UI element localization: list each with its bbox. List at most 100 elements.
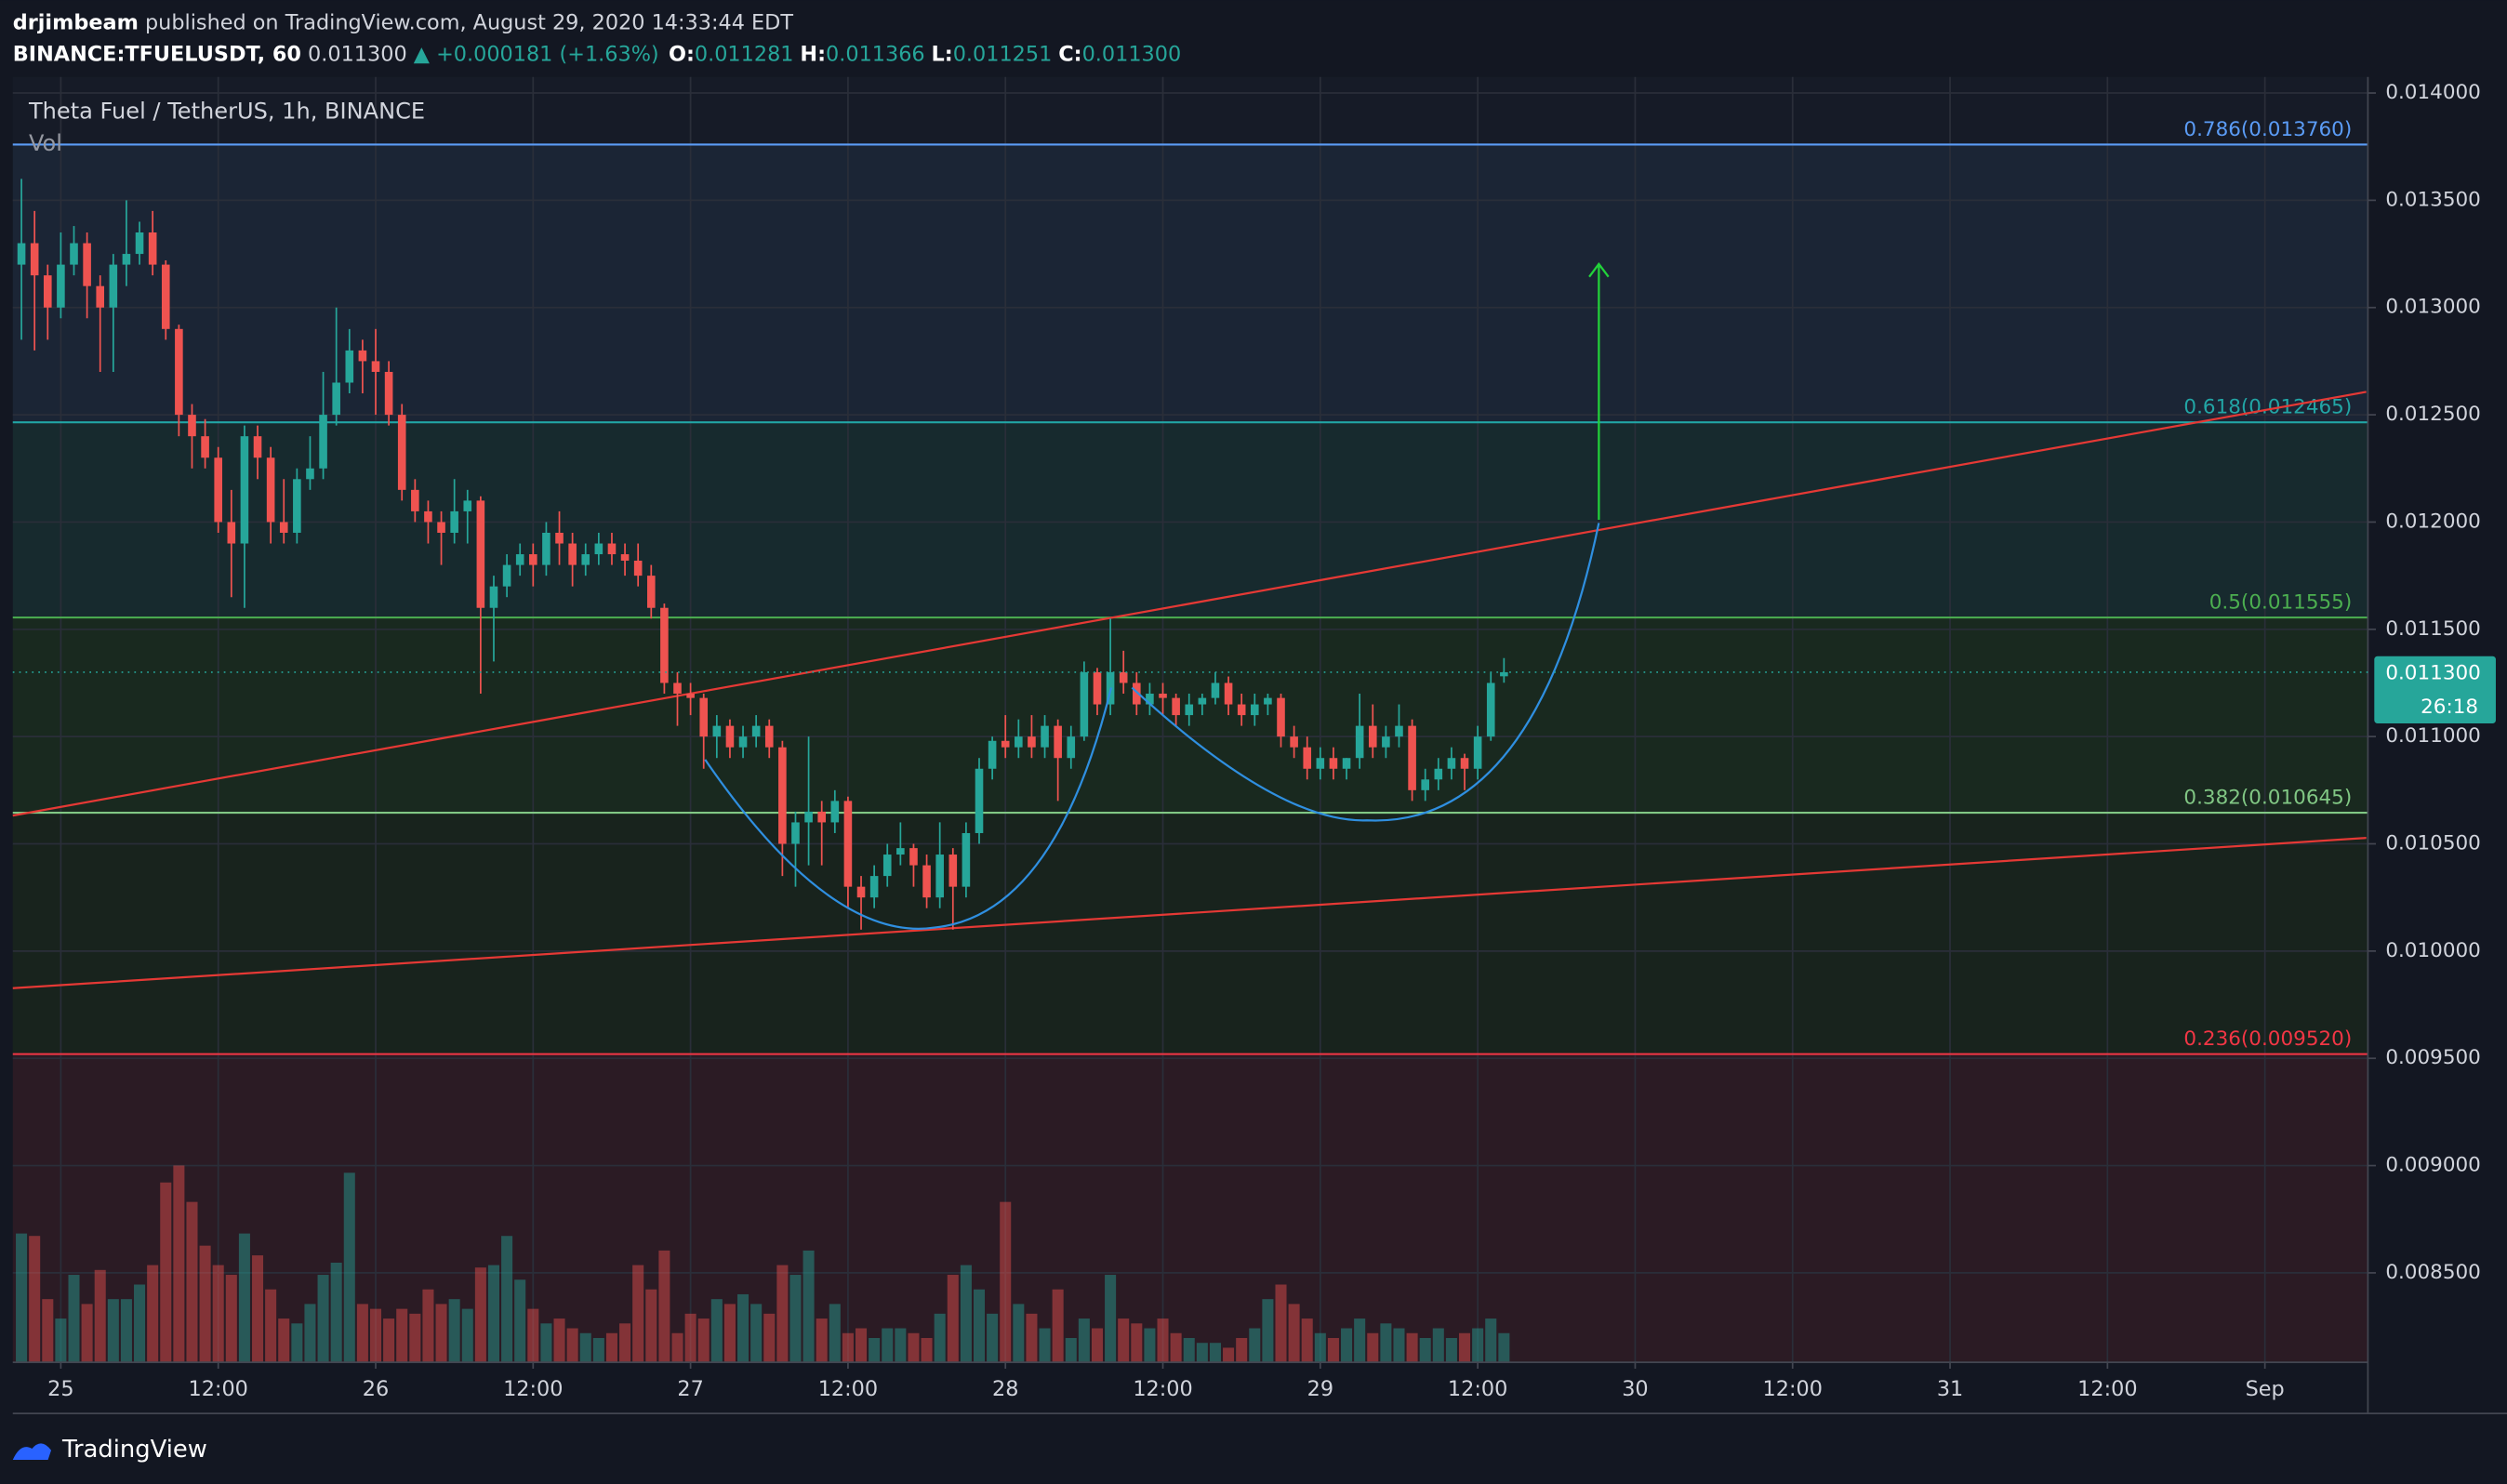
volume-bar (579, 1332, 591, 1363)
zone-fill (12, 422, 2368, 618)
candle-body (581, 554, 590, 565)
volume-bar (592, 1337, 604, 1363)
ohlc-label: O: (669, 42, 695, 66)
candle-body (17, 243, 26, 265)
volume-bar (1288, 1304, 1300, 1363)
zone-fill (12, 813, 2368, 1054)
volume-bar (1223, 1347, 1235, 1363)
candle-body (293, 479, 301, 533)
candle-body (424, 510, 432, 523)
volume-bar (330, 1262, 342, 1363)
published: published on TradingView.com, August 29,… (145, 10, 793, 34)
candle-body (778, 747, 787, 844)
volume-bar (383, 1318, 395, 1363)
candle-body (909, 848, 918, 866)
ohlc-value: 0.011251 (953, 42, 1053, 66)
candle-body (529, 554, 537, 565)
volume-bar (1354, 1318, 1366, 1363)
volume-bar (68, 1275, 80, 1363)
candle-body (1067, 736, 1076, 759)
change: ▲ +0.000181 (+1.63%) (414, 42, 659, 66)
candle-body (397, 415, 406, 490)
volume-bar (1170, 1332, 1182, 1363)
volume-bar (605, 1332, 617, 1363)
candle-body (279, 522, 288, 533)
candle-body (686, 694, 695, 698)
volume-bar (553, 1318, 565, 1363)
candle-body (830, 801, 840, 823)
volume-bar (356, 1304, 368, 1363)
candle-body (188, 415, 196, 437)
volume-bar (882, 1328, 894, 1363)
volume-bar (1327, 1337, 1339, 1363)
volume-bar (160, 1182, 172, 1363)
volume-bar (1118, 1318, 1130, 1363)
last-price-box (2374, 656, 2496, 723)
volume-bar (829, 1304, 841, 1363)
volume-bar (908, 1332, 920, 1363)
candle-body (1368, 725, 1377, 748)
candle-body (70, 243, 78, 265)
candle-body (843, 801, 853, 887)
volume-bar (81, 1304, 93, 1363)
volume-bar (1196, 1343, 1208, 1363)
candle-body (948, 855, 958, 887)
candle-body (1172, 697, 1180, 716)
volume-bar (238, 1233, 250, 1363)
candle-body (1093, 671, 1102, 705)
candle-body (673, 682, 682, 695)
volume-bar (94, 1269, 106, 1363)
volume-bar (1262, 1299, 1274, 1363)
candle-body (240, 436, 249, 544)
candle-body (161, 264, 170, 329)
fib-label: 0.382(0.010645) (2183, 787, 2352, 810)
x-tick-label: 25 (47, 1377, 73, 1401)
candle-body (568, 543, 577, 565)
candle-body (30, 243, 39, 276)
volume-bar (566, 1328, 578, 1363)
volume-bar (1419, 1337, 1431, 1363)
x-tick-label: 12:00 (503, 1377, 563, 1401)
candle-body (175, 328, 183, 416)
ohlc-label: L: (932, 42, 953, 66)
fib-levels: 0.786(0.013760)0.618(0.012465)0.5(0.0115… (12, 118, 2368, 1055)
candles (17, 179, 1508, 930)
y-tick-label: 0.014000 (2385, 81, 2481, 104)
publisher: drjimbeam (13, 10, 139, 34)
candle-body (1460, 758, 1469, 769)
footer-brand: TradingView (61, 1436, 207, 1464)
volume-bar (1432, 1328, 1444, 1363)
candle-body (1264, 697, 1272, 705)
volume-bar (671, 1332, 683, 1363)
fib-label: 0.236(0.009520) (2183, 1027, 2352, 1051)
candle-body (1250, 704, 1259, 716)
volume-bar (199, 1245, 211, 1363)
volume-bar (278, 1318, 290, 1363)
volume-bar (632, 1265, 644, 1363)
candle-body (332, 382, 340, 416)
volume-bar (1459, 1332, 1471, 1363)
candle-body (817, 811, 826, 823)
volume-bar (869, 1337, 881, 1363)
x-tick-label: 12:00 (1763, 1377, 1823, 1401)
volume-bar (1367, 1332, 1379, 1363)
volume-bar (1209, 1343, 1221, 1363)
volume-bar (1065, 1337, 1077, 1363)
candle-body (1224, 682, 1233, 705)
volume-bar (212, 1265, 224, 1363)
symbol: BINANCE:TFUELUSDT, 60 (13, 42, 301, 66)
volume-bar (750, 1304, 763, 1363)
candle-body (751, 725, 761, 737)
volume-bar (1393, 1328, 1405, 1363)
candle-body (988, 740, 997, 769)
volume-bar (763, 1313, 776, 1363)
volume-bar (710, 1299, 723, 1363)
candle-body (148, 232, 157, 265)
ohlc-value: 0.011300 (1082, 42, 1182, 66)
candle-body (1486, 682, 1495, 737)
candle-body (725, 725, 735, 748)
volume-bar (658, 1250, 670, 1363)
candle-body (882, 855, 892, 877)
volume-bar (1485, 1318, 1497, 1363)
volume-bar (225, 1275, 237, 1363)
